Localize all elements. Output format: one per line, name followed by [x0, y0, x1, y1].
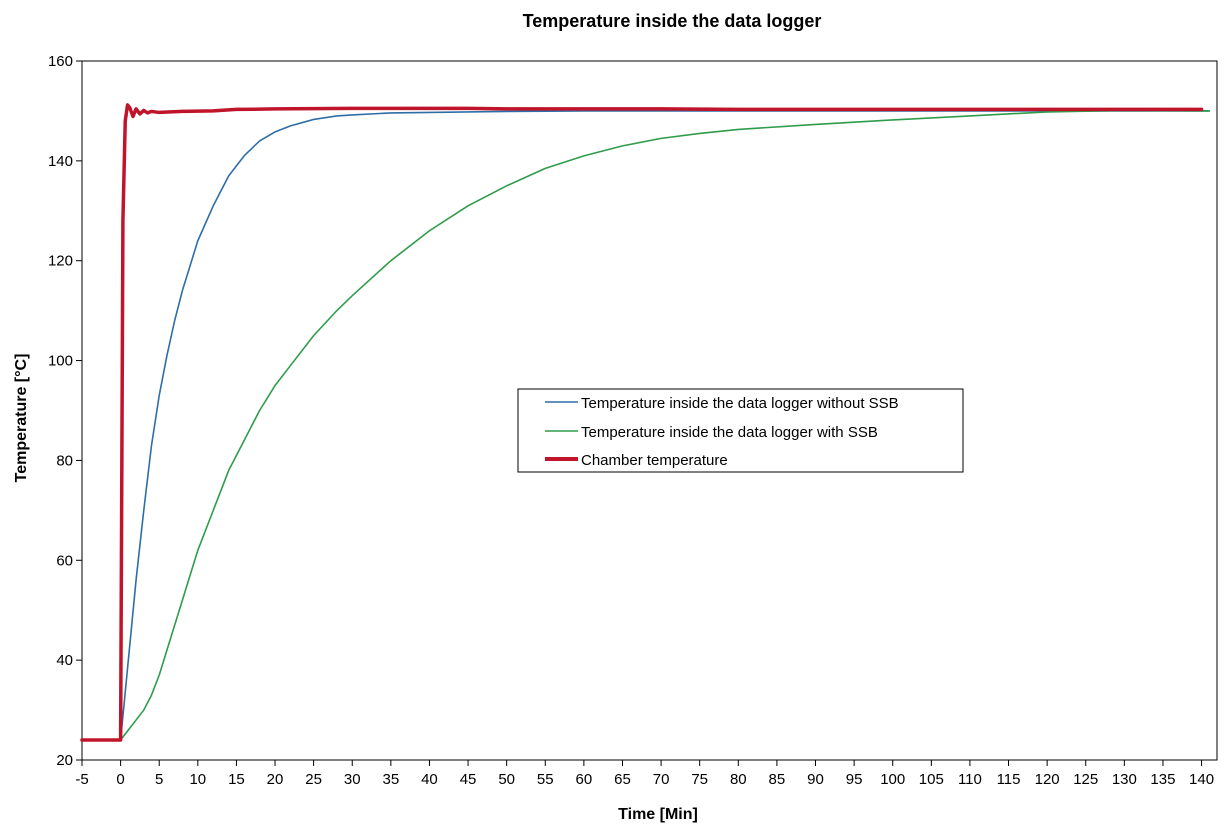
x-tick-label: 70 [653, 771, 670, 788]
chart-title: Temperature inside the data logger [523, 11, 822, 31]
y-tick-label: 100 [48, 353, 73, 370]
x-tick-label: 105 [919, 771, 944, 788]
y-axis-title: Temperature [°C] [13, 354, 30, 483]
x-tick-label: 40 [421, 771, 438, 788]
y-tick-label: 40 [56, 652, 73, 669]
series-line-without-ssb [81, 110, 1211, 741]
x-tick-label: 75 [691, 771, 708, 788]
x-tick-label: 60 [576, 771, 593, 788]
x-tick-label: 5 [155, 771, 163, 788]
x-axis: -5 0 5 10 15 20 25 30 35 40 45 50 55 60 65 70 75 80 85 90 95… [75, 760, 1214, 788]
y-tick-label: 120 [48, 253, 73, 270]
x-tick-label: 90 [807, 771, 824, 788]
x-tick-label: 55 [537, 771, 554, 788]
y-axis: 20 40 60 80 100 120 140 160 [48, 53, 82, 769]
x-tick-label: 20 [267, 771, 284, 788]
y-tick-label: 60 [56, 552, 73, 569]
x-tick-label: 115 [997, 771, 1021, 788]
x-tick-label: 135 [1150, 771, 1175, 788]
x-tick-label: 125 [1073, 771, 1098, 788]
y-tick-label: 160 [48, 53, 73, 70]
x-tick-label: 130 [1112, 771, 1137, 788]
series-layer [80, 103, 1211, 742]
series-line-chamber [80, 103, 1204, 742]
x-tick-label: 50 [498, 771, 515, 788]
x-tick-label: 140 [1189, 771, 1214, 788]
y-tick-label: 80 [56, 452, 73, 469]
x-tick-label: 95 [846, 771, 863, 788]
x-tick-label: 120 [1035, 771, 1060, 788]
legend-label-without-ssb: Temperature inside the data logger witho… [581, 395, 899, 412]
plot-area-border [81, 60, 1218, 761]
x-tick-label: 65 [614, 771, 631, 788]
series-line-with-ssb [81, 109, 1211, 741]
legend-label-with-ssb: Temperature inside the data logger with … [581, 424, 878, 441]
legend: Temperature inside the data logger witho… [517, 388, 964, 473]
x-tick-label: 0 [116, 771, 124, 788]
x-tick-label: 110 [958, 771, 982, 788]
x-tick-label: 25 [305, 771, 322, 788]
x-axis-title: Time [Min] [618, 806, 698, 823]
x-tick-label: 15 [228, 771, 245, 788]
legend-box [517, 388, 964, 473]
x-tick-label: 10 [189, 771, 206, 788]
x-tick-label: 30 [344, 771, 361, 788]
x-tick-label: 85 [769, 771, 786, 788]
x-tick-label: 100 [880, 771, 905, 788]
legend-label-chamber: Chamber temperature [581, 452, 728, 469]
y-tick-label: 20 [56, 752, 73, 769]
x-tick-label: 35 [382, 771, 399, 788]
x-tick-label: 80 [730, 771, 747, 788]
x-tick-label: 45 [460, 771, 477, 788]
y-tick-label: 140 [48, 153, 73, 170]
x-tick-label: -5 [75, 771, 88, 788]
